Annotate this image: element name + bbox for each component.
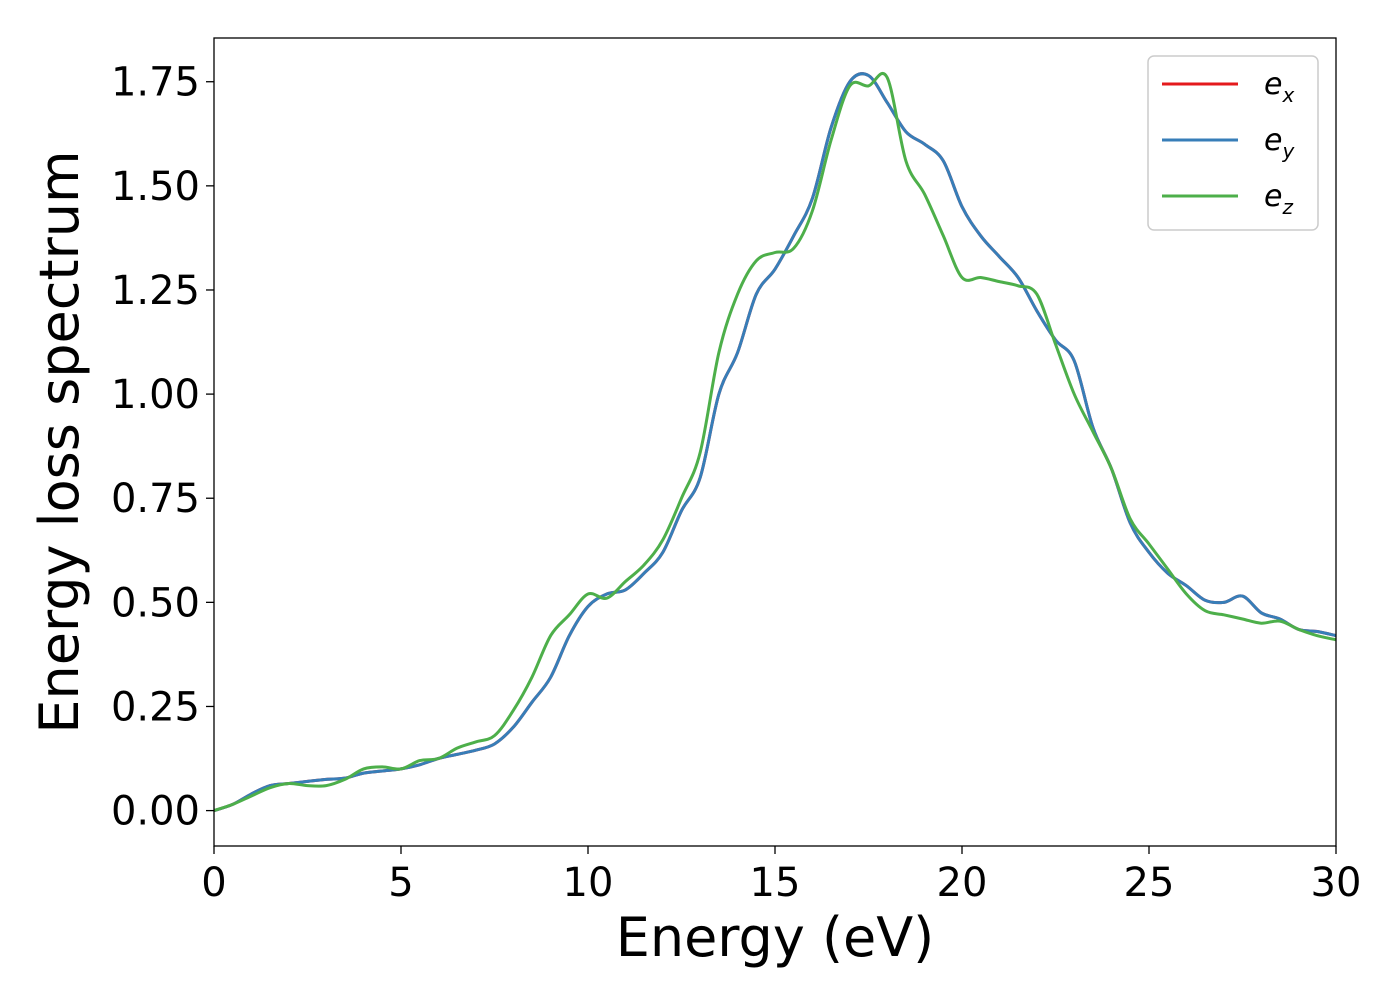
x-tick-label: 10 [563,860,614,906]
x-axis: 0 5 10 15 20 25 30 [201,846,1361,906]
y-axis-label: Energy loss spectrum [28,150,91,733]
x-tick-label: 15 [750,860,801,906]
x-axis-label: Energy (eV) [616,906,935,969]
legend-box [1147,55,1319,231]
x-tick-label: 0 [201,860,226,906]
x-tick-label: 20 [937,860,988,906]
x-tick-label: 25 [1124,860,1175,906]
y-tick-label: 0.25 [111,684,200,730]
y-tick-label: 1.25 [111,268,200,314]
y-tick-label: 1.75 [111,60,200,106]
series-line-ez [213,71,1337,813]
y-tick-label: 0.00 [111,789,200,835]
x-tick-label: 30 [1311,860,1362,906]
plot-lines [213,71,1337,813]
y-tick-label: 0.50 [111,580,200,626]
x-tick-label: 5 [388,860,413,906]
y-tick-label: 0.75 [111,476,200,522]
y-axis: 0.00 0.25 0.50 0.75 1.00 1.25 1.50 1.75 [111,60,214,835]
y-tick-label: 1.00 [111,372,200,418]
y-tick-label: 1.50 [111,164,200,210]
